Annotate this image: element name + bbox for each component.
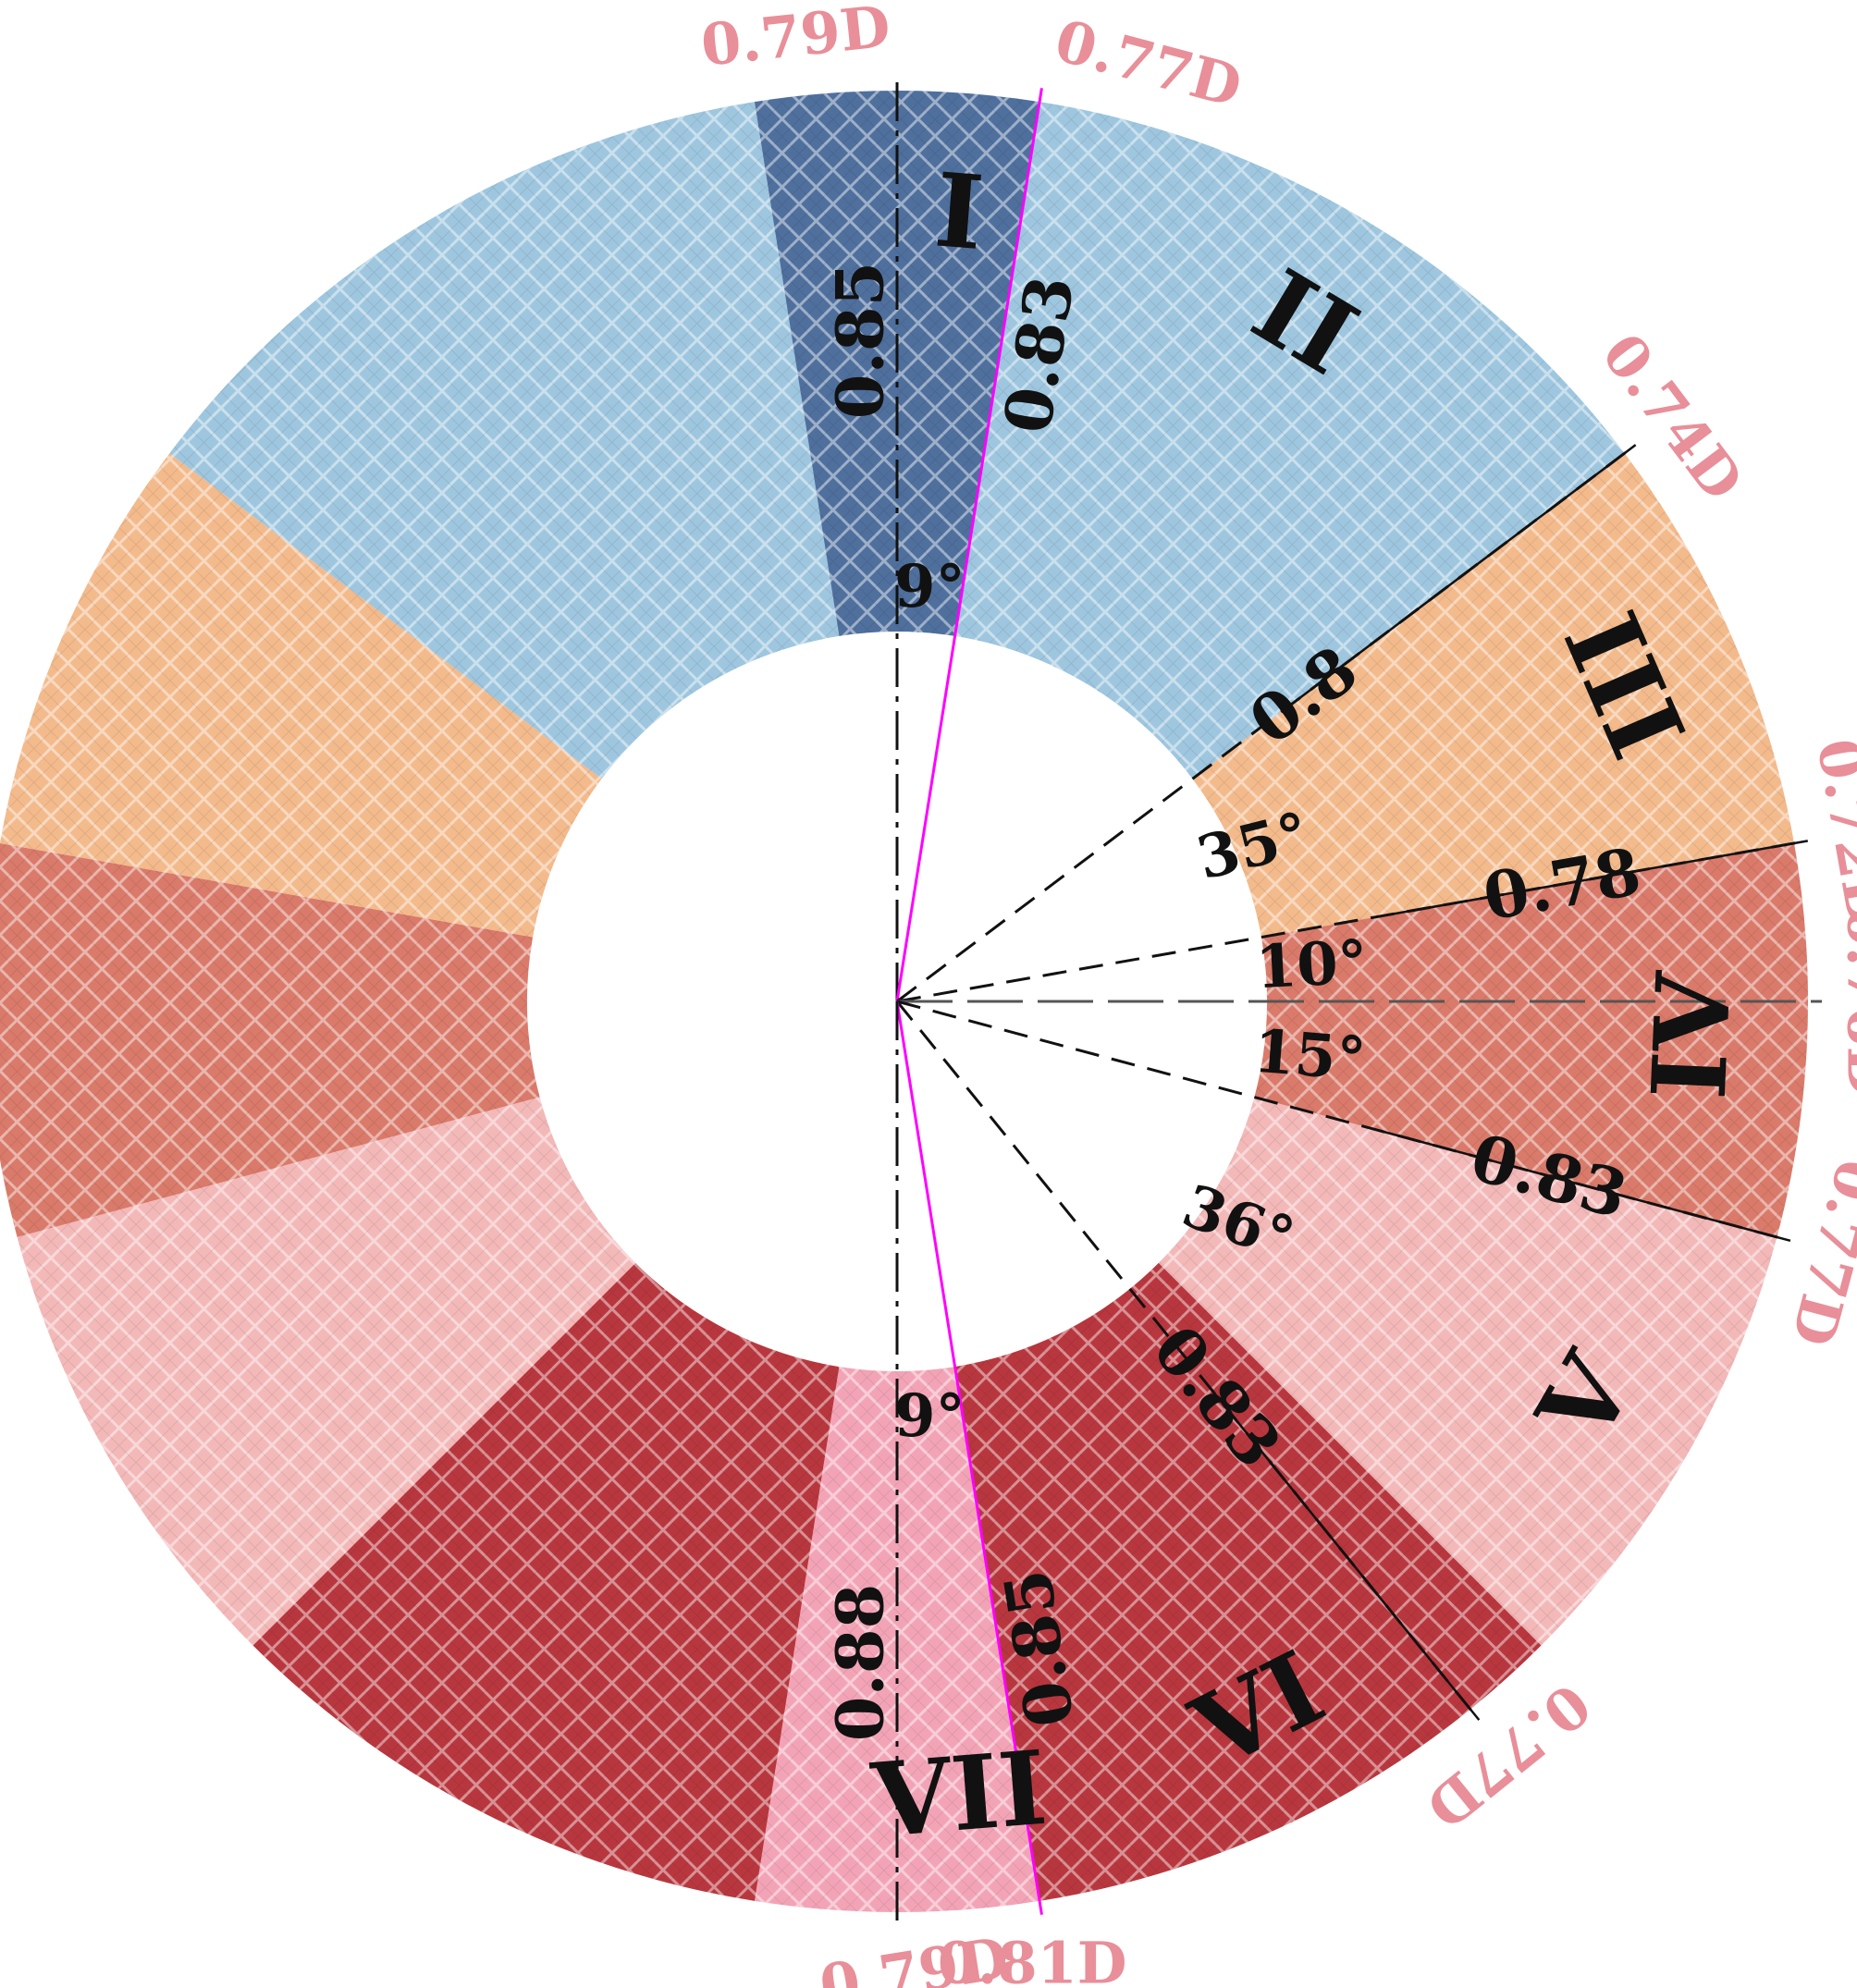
angle-label-0: 9° <box>894 552 965 621</box>
sector-zone-ii-mesh <box>954 102 1625 779</box>
outer-label-8: 0.81D <box>938 1929 1127 1988</box>
zone-label-i: I <box>931 147 988 270</box>
boundary-line-53 <box>896 443 1637 1003</box>
boundary-line-solid-105 <box>1379 1129 1791 1243</box>
sector-left-1-mesh <box>754 1367 897 1912</box>
sector-zone-vii-mesh <box>897 1367 1040 1912</box>
boundary-line-solid-53 <box>1295 444 1637 703</box>
boundary-line-solid-80 <box>1388 840 1809 916</box>
outer-label-0: 0.79D <box>698 0 893 80</box>
boundary-line-171 <box>895 1000 1043 1915</box>
boundary-line-80 <box>896 839 1809 1003</box>
outer-label-3: 0.72D <box>1803 733 1857 931</box>
boundary-line-solid-141 <box>1210 1388 1481 1721</box>
sector-left-2-mesh <box>252 1262 840 1901</box>
sector-zone-v-mesh <box>1158 1097 1777 1646</box>
outer-label-1: 0.77D <box>1048 6 1248 121</box>
sector-left-3-mesh <box>17 1097 636 1646</box>
sector-zone-vi-mesh <box>954 1262 1542 1901</box>
angle-label-2: 10° <box>1254 927 1370 1002</box>
boundary-line-141 <box>895 1000 1481 1722</box>
coefficient-label-7: 0.88 <box>822 1584 899 1742</box>
sector-zone-iv-mesh <box>1254 842 1808 1237</box>
boundary-line-105 <box>896 1000 1791 1243</box>
sector-zone-iii-mesh <box>1192 453 1795 938</box>
angle-label-5: 9° <box>894 1381 965 1451</box>
zone-label-iv: IV <box>1629 969 1754 1102</box>
sector-left-7-mesh <box>754 91 897 636</box>
mesh-overlay <box>0 91 1808 1912</box>
zone-label-vii: VII <box>867 1728 1051 1860</box>
sector-left-4-mesh <box>0 842 540 1237</box>
outer-label-4: 0.76D <box>1835 907 1857 1097</box>
angle-label-3: 15° <box>1251 1017 1369 1095</box>
boundary-line-9 <box>895 88 1043 1002</box>
sector-zone-i-mesh <box>897 91 1040 636</box>
sector-left-6-mesh <box>169 102 840 779</box>
sector-left-5-mesh <box>0 453 602 938</box>
coefficient-label-0: 0.85 <box>822 262 899 420</box>
boundary-lines <box>895 77 1822 1926</box>
